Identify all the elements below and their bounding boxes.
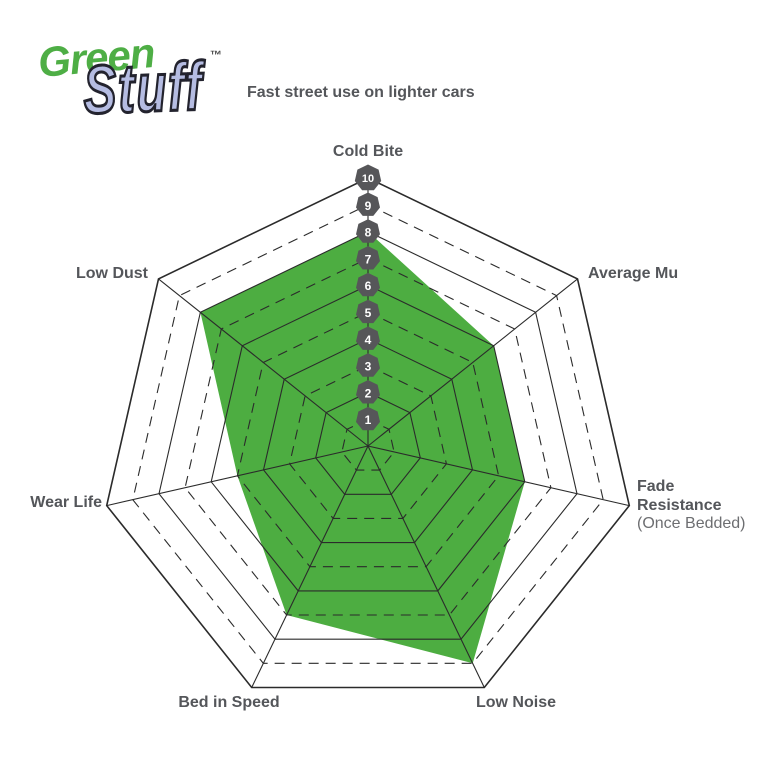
grid-ring-2 (315, 391, 421, 495)
scale-badge-1 (356, 406, 380, 431)
grid-ring-4 (262, 338, 474, 544)
scale-badge-label-6: 6 (365, 279, 372, 293)
scale-badge-label-7: 7 (365, 252, 372, 266)
scale-badge-9 (356, 192, 380, 216)
axis-label-low-noise: Low Noise (475, 694, 557, 711)
scale-badge-7 (356, 246, 380, 270)
scale-badge-5 (356, 299, 380, 324)
axis-spoke-6 (158, 278, 369, 447)
scale-badge-2 (356, 380, 380, 404)
axis-spoke-3 (367, 445, 485, 688)
axis-label-average-mu: Average Mu (588, 265, 679, 282)
axis-spoke-4 (251, 445, 369, 688)
grid-ring-3 (289, 364, 447, 519)
scale-badge-label-2: 2 (365, 386, 372, 400)
scale-badge-label-1: 1 (365, 413, 372, 427)
axis-spoke-1 (367, 278, 578, 447)
axis-label-cold-bite: Cold Bite (332, 143, 404, 160)
axis-spoke-5 (106, 445, 369, 507)
scale-badge-label-10: 10 (362, 173, 374, 185)
scale-badge-6 (356, 272, 380, 297)
chart-subtitle: Fast street use on lighter cars (247, 84, 475, 101)
logo-stuff-word: Stuff (81, 46, 206, 130)
scale-badge-3 (356, 353, 380, 377)
scale-badge-label-8: 8 (365, 226, 372, 240)
axis-label-fade-resistance-main: Fade Resistance (637, 478, 722, 514)
scale-badge-4 (356, 326, 380, 350)
grid-ring-8 (158, 230, 578, 640)
scale-badge-label-4: 4 (365, 333, 372, 347)
axis-label-fade-resistance-sub: (Once Bedded) (637, 515, 746, 532)
axis-label-low-dust: Low Dust (76, 265, 148, 282)
axis-label-bed-in-speed: Bed in Speed (178, 694, 280, 711)
scale-badge-label-3: 3 (365, 360, 372, 374)
scale-badge-label-9: 9 (365, 199, 372, 213)
grid-ring-6 (210, 284, 526, 592)
axis-label-fade-resistance: Fade Resistance (Once Bedded) (637, 477, 746, 533)
brand-logo: Green Stuff ™ (36, 29, 246, 149)
grid-ring-7 (184, 257, 552, 616)
scale-badge-8 (356, 219, 380, 243)
axis-label-wear-life: Wear Life (30, 494, 102, 511)
trademark-icon: ™ (210, 48, 222, 62)
grid-ring-10 (105, 177, 631, 689)
grid-ring-9 (132, 204, 604, 664)
scale-badge-10 (354, 164, 382, 191)
axis-spoke-2 (367, 445, 630, 507)
scale-badge-label-5: 5 (365, 306, 372, 320)
